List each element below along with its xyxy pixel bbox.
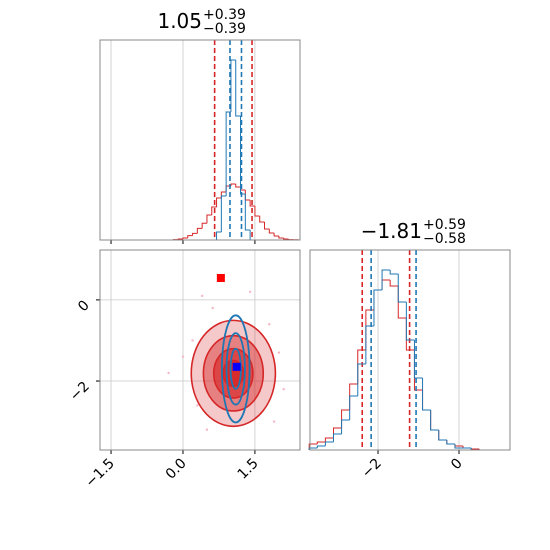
sample-point (196, 404, 199, 407)
histogram-step (332, 427, 342, 438)
sample-point (181, 355, 185, 358)
histogram-step (249, 200, 255, 207)
histogram-step (341, 409, 350, 428)
sample-point (211, 306, 214, 310)
histogram-step (405, 318, 415, 351)
histogram-step (240, 116, 246, 195)
title-upper-error: +0.59 (423, 217, 466, 233)
y-tick-label: −2 (67, 379, 93, 405)
sample-point (167, 371, 170, 375)
histogram-step (216, 231, 222, 240)
histogram-step (381, 279, 391, 290)
histogram-step (389, 280, 399, 287)
histogram-step (430, 410, 439, 431)
histogram-step (220, 195, 227, 232)
title-lower-error: −0.58 (423, 231, 466, 247)
histogram-step (405, 302, 415, 341)
axes-frame (99, 249, 301, 451)
x-tick-label: 1.5 (235, 456, 262, 483)
y-tick-label: 0 (75, 297, 93, 315)
sample-point (248, 290, 252, 293)
histogram-step (438, 430, 447, 441)
histogram-step (211, 206, 217, 215)
histogram-step (308, 447, 318, 450)
histogram-step (201, 222, 207, 229)
histogram-step (470, 448, 480, 450)
histogram-step (283, 238, 289, 240)
histogram-step (413, 340, 423, 379)
axes-frame (99, 39, 301, 241)
histogram-step (316, 441, 326, 444)
histogram-step (365, 309, 374, 350)
histogram-step (268, 229, 275, 234)
histogram-step (381, 269, 391, 290)
histogram-step (230, 59, 236, 112)
histogram-step (373, 289, 383, 326)
contour-level (221, 314, 251, 424)
panel-title: −1.81 (361, 219, 422, 243)
histogram-step (196, 227, 203, 234)
histogram-step (316, 445, 326, 448)
histogram-step (259, 216, 265, 223)
histogram-step (357, 363, 366, 396)
histogram-step (349, 383, 358, 410)
histogram-step (278, 236, 284, 239)
contour-level (229, 347, 242, 390)
sample-point (205, 428, 209, 431)
sample-point (268, 323, 271, 326)
title-lower-error: −0.39 (203, 21, 246, 37)
histogram-step (264, 222, 270, 230)
histogram-step (187, 235, 193, 238)
histogram-step (216, 197, 222, 207)
histogram-step (235, 60, 241, 117)
axes-frame (309, 249, 511, 451)
histogram-step (324, 437, 334, 442)
histogram-step (273, 233, 279, 237)
histogram-step (332, 433, 342, 442)
sample-point (191, 339, 194, 342)
histogram-step (230, 183, 236, 186)
histogram-step (446, 440, 455, 445)
histogram-step (324, 441, 334, 446)
histogram-step (206, 214, 212, 224)
x-tick-label: −2 (359, 456, 385, 482)
histogram-step (422, 378, 431, 411)
histogram-step (192, 232, 198, 236)
histogram-step (244, 190, 251, 201)
histogram-step (430, 410, 439, 431)
truth-marker (216, 273, 225, 282)
histogram-step (438, 430, 447, 441)
histogram-step (182, 237, 188, 239)
histogram-step (454, 444, 464, 449)
histogram-step (177, 238, 183, 240)
histogram-step (244, 194, 251, 231)
title-upper-error: +0.39 (203, 7, 246, 23)
histogram-step (422, 390, 431, 411)
panel-title: 1.05 (157, 9, 202, 33)
histogram-step (397, 274, 407, 303)
x-tick-label: 0.0 (163, 456, 190, 483)
histogram-step (446, 440, 455, 445)
histogram-step (254, 206, 260, 217)
sample-point (200, 294, 204, 298)
sample-point (272, 420, 276, 423)
histogram-step (349, 395, 358, 420)
histogram-step (365, 325, 374, 364)
x-tick-label: −1.5 (83, 456, 118, 491)
histogram-step (341, 419, 350, 434)
truth-marker (232, 362, 241, 371)
histogram-step (220, 191, 227, 198)
histogram-step (389, 270, 399, 275)
contour-level (225, 332, 246, 406)
sample-point (277, 351, 281, 354)
x-tick-label: 0 (448, 456, 466, 474)
sample-point (282, 387, 285, 391)
histogram-step (235, 184, 241, 188)
